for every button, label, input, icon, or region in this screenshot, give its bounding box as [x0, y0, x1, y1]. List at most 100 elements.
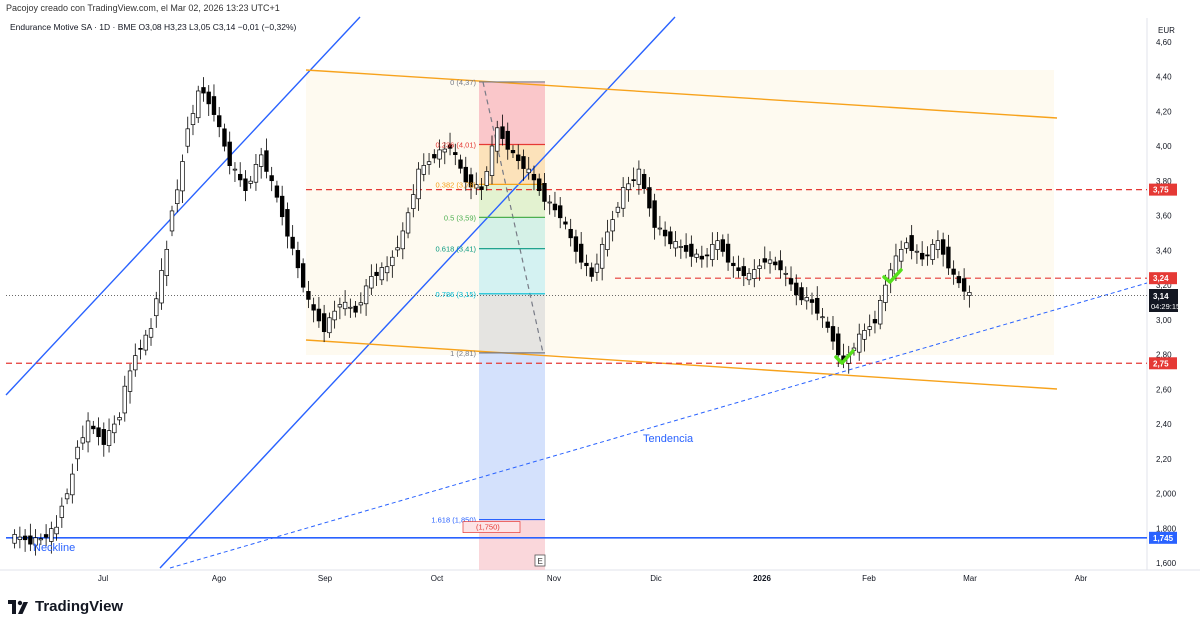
candle-body	[510, 150, 516, 154]
tradingview-logo[interactable]: TradingView	[8, 598, 123, 615]
candle-body	[668, 231, 673, 245]
candle-body	[211, 96, 217, 115]
candle-body	[474, 184, 479, 189]
fib-label: 1 (2,81)	[450, 349, 476, 358]
candle-body	[248, 180, 253, 184]
candle-body	[521, 156, 526, 169]
candle-body	[196, 90, 201, 119]
candle-body	[641, 173, 647, 189]
candle-body	[243, 178, 248, 192]
candle-body	[578, 243, 584, 263]
candle-body	[12, 534, 17, 544]
candle-body	[914, 250, 920, 253]
candle-body	[75, 446, 80, 460]
time-axis[interactable]: Jul Ago Sep Oct Nov Dic 2026 Feb Mar Abr	[98, 574, 1088, 583]
time-tick-label: Ago	[212, 574, 227, 583]
candle-body	[285, 209, 290, 237]
candle-body	[720, 239, 726, 252]
tradingview-logo-text: TradingView	[35, 598, 124, 615]
candle-body	[159, 270, 164, 304]
candle-body	[28, 535, 33, 545]
candle-body	[731, 262, 736, 267]
time-tick-label: 2026	[753, 574, 771, 583]
candle-body	[206, 91, 211, 105]
event-marker[interactable]	[534, 554, 546, 567]
candle-body	[468, 174, 474, 188]
fib-zone	[479, 248, 545, 294]
candle-body	[358, 302, 364, 306]
candle-body	[552, 203, 558, 211]
candle-body	[542, 183, 547, 202]
candle-body	[715, 240, 720, 250]
fib-zone-extension	[479, 352, 545, 520]
trend-label: Tendencia	[643, 433, 694, 445]
price-tick-label: 2,60	[1156, 385, 1172, 394]
fib-label: 0.618 (3,41)	[436, 245, 477, 254]
channel-upper-line	[5, 16, 361, 396]
candle-body	[127, 370, 133, 392]
price-badge-label: 2,75	[1153, 359, 1169, 368]
time-tick-label: Feb	[862, 574, 876, 583]
candle-body	[175, 189, 180, 204]
channel-lower-line	[159, 16, 676, 569]
candle-body	[442, 148, 447, 153]
tradingview-logo-icon	[8, 599, 28, 614]
candle-body	[85, 420, 91, 443]
fib-extra-label: (1,750)	[476, 523, 500, 532]
candle-body	[432, 154, 437, 159]
candle-body	[59, 505, 65, 518]
candle-body	[154, 298, 159, 317]
candle-body	[112, 423, 117, 434]
range-top-line	[305, 69, 1058, 119]
time-tick-label: Sep	[318, 574, 333, 583]
candle-body	[836, 333, 841, 356]
fib-zone	[479, 217, 545, 249]
candle-body	[143, 334, 148, 351]
candle-body	[274, 185, 280, 198]
candle-body	[201, 87, 206, 94]
candle-body	[300, 263, 306, 288]
candle-body	[384, 266, 390, 274]
candle-body	[631, 179, 636, 182]
candle-body	[547, 201, 552, 204]
candle-body	[767, 259, 773, 264]
last-price-countdown: 04:29:15	[1151, 302, 1180, 311]
candle-body	[946, 246, 951, 269]
event-marker-label: E	[538, 557, 543, 566]
candle-body	[940, 239, 946, 255]
drawing-lines	[5, 16, 1148, 569]
candle-body	[269, 175, 274, 182]
candle-body	[353, 305, 358, 313]
candle-body	[783, 272, 788, 275]
candle-body	[568, 228, 573, 239]
candle-body	[290, 236, 295, 249]
candle-body	[337, 304, 343, 308]
candle-body	[589, 267, 594, 277]
candle-body	[148, 328, 154, 338]
candle-body	[453, 152, 458, 156]
candle-body	[689, 243, 694, 257]
time-tick-label: Dic	[650, 574, 662, 583]
candle-body	[264, 150, 269, 172]
candle-body	[804, 297, 809, 302]
price-tick-label: 1,800	[1156, 524, 1177, 533]
fib-label: 0.382 (3,78)	[436, 180, 477, 189]
candle-body	[799, 287, 804, 301]
candle-body	[342, 301, 348, 310]
candle-body	[610, 219, 615, 232]
price-axis[interactable]: 1,6001,8002,0002,202,402,602,803,003,203…	[1156, 38, 1177, 568]
candle-body	[395, 247, 400, 251]
candle-body	[647, 187, 652, 209]
price-tick-label: 4,40	[1156, 73, 1172, 82]
candle-body	[662, 229, 668, 237]
candle-body	[463, 166, 468, 183]
fibonacci-labels: 0 (4,37) 0.236 (4,01) 0.382 (3,78) 0.5 (3,5…	[431, 78, 521, 533]
price-tick-label: 2,20	[1156, 455, 1172, 464]
candle-body	[190, 113, 196, 126]
candle-body	[316, 308, 322, 322]
candle-body	[935, 240, 941, 250]
time-tick-label: Oct	[431, 574, 444, 583]
candle-body	[421, 165, 426, 175]
last-price-badge: 3,14 04:29:15	[1149, 289, 1180, 312]
